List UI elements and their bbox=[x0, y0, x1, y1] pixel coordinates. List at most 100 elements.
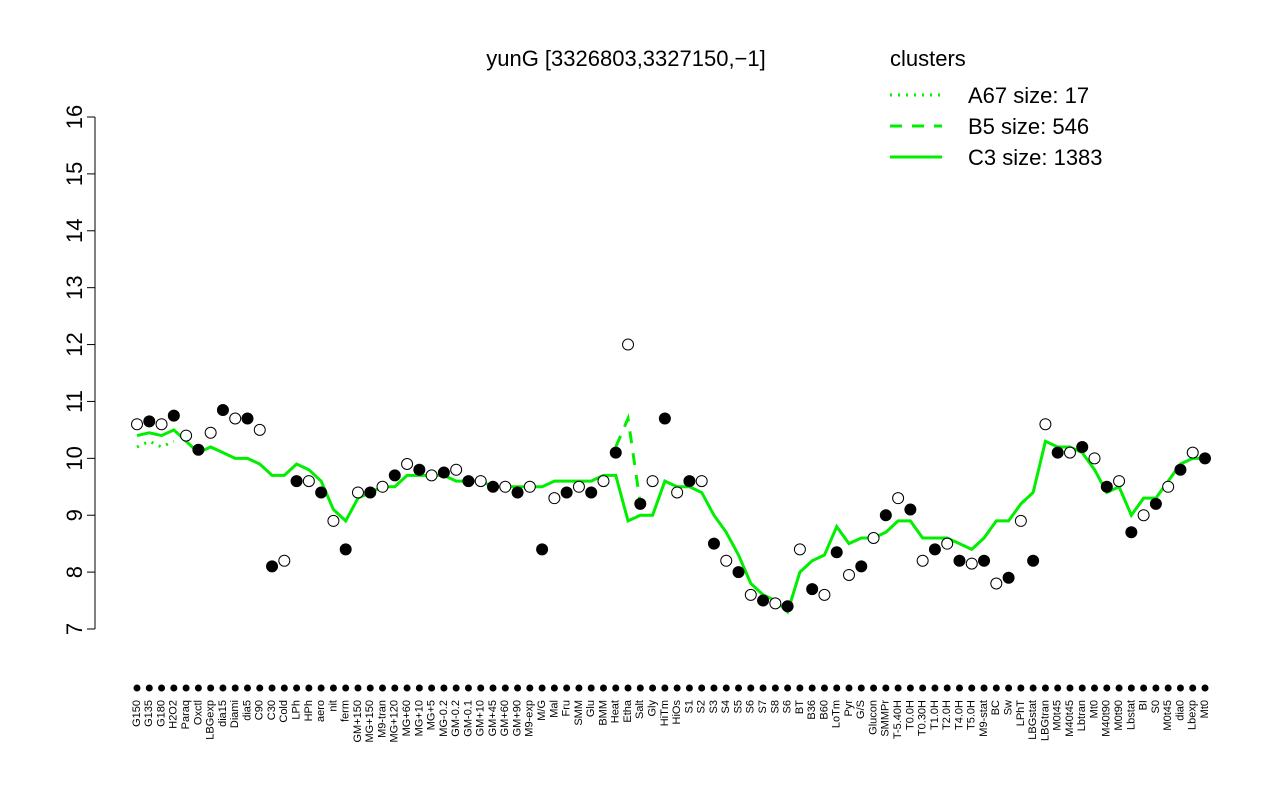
data-point bbox=[1174, 463, 1187, 476]
x-tick-label: C90 bbox=[254, 700, 266, 720]
x-tick-label: S1 bbox=[683, 700, 695, 713]
data-point bbox=[1063, 446, 1076, 459]
data-point bbox=[266, 560, 279, 573]
category-marker bbox=[477, 684, 485, 692]
category-marker bbox=[612, 684, 620, 692]
category-marker bbox=[391, 684, 399, 692]
data-point bbox=[302, 475, 315, 488]
x-tick-label: S3 bbox=[708, 700, 720, 713]
x-tick-label: GM+10 bbox=[475, 700, 487, 736]
data-point bbox=[192, 443, 205, 456]
legend-label: A67 size: 17 bbox=[968, 83, 1089, 108]
data-point bbox=[609, 446, 622, 459]
data-point bbox=[204, 426, 217, 439]
cluster-line bbox=[136, 439, 175, 449]
category-marker bbox=[329, 684, 337, 692]
x-tick-label: MG+5 bbox=[426, 700, 438, 730]
category-marker bbox=[415, 684, 423, 692]
data-point bbox=[229, 412, 242, 425]
data-point bbox=[1162, 480, 1175, 493]
category-marker bbox=[587, 684, 595, 692]
data-point bbox=[671, 486, 684, 499]
data-point bbox=[744, 588, 757, 601]
data-point bbox=[155, 418, 168, 431]
cluster-line bbox=[614, 413, 654, 507]
category-marker bbox=[624, 684, 632, 692]
data-point bbox=[757, 594, 770, 607]
category-marker bbox=[231, 684, 239, 692]
category-marker bbox=[1078, 684, 1086, 692]
y-tick-label: 10 bbox=[62, 446, 87, 470]
category-marker bbox=[452, 684, 460, 692]
x-tick-label: Lbtran bbox=[1076, 700, 1088, 731]
x-tick-label: BI bbox=[1138, 700, 1150, 710]
x-tick-label: Cold bbox=[278, 700, 290, 723]
data-point bbox=[1113, 475, 1126, 488]
category-marker bbox=[1005, 684, 1013, 692]
data-point bbox=[1137, 509, 1150, 522]
y-tick-label: 12 bbox=[62, 332, 87, 356]
data-point bbox=[1014, 514, 1027, 527]
category-marker bbox=[366, 684, 374, 692]
y-tick-label: 13 bbox=[62, 275, 87, 299]
x-tick-label: Glucon bbox=[867, 700, 879, 735]
category-marker bbox=[563, 684, 571, 692]
x-tick-label: T4.0H bbox=[953, 700, 965, 730]
data-point bbox=[1149, 497, 1162, 510]
data-point bbox=[167, 409, 180, 422]
data-point bbox=[290, 475, 303, 488]
x-tick-label: S5 bbox=[732, 700, 744, 713]
category-marker bbox=[133, 684, 141, 692]
category-marker bbox=[575, 684, 583, 692]
data-point bbox=[450, 463, 463, 476]
x-tick-label: HiOs bbox=[671, 700, 683, 725]
x-tick-label: aero bbox=[315, 700, 327, 722]
x-tick-label: MG+120 bbox=[389, 700, 401, 743]
category-marker bbox=[145, 684, 153, 692]
data-point bbox=[707, 537, 720, 550]
x-tick-label: B36 bbox=[806, 700, 818, 720]
category-marker bbox=[992, 684, 1000, 692]
category-marker bbox=[219, 684, 227, 692]
category-marker bbox=[771, 684, 779, 692]
category-marker bbox=[1164, 684, 1172, 692]
category-marker bbox=[526, 684, 534, 692]
category-marker bbox=[636, 684, 644, 692]
x-tick-label: Paraq bbox=[180, 700, 192, 729]
data-point bbox=[806, 583, 819, 596]
data-point bbox=[523, 480, 536, 493]
data-point bbox=[879, 509, 892, 522]
category-marker bbox=[317, 684, 325, 692]
x-tick-label: GM+90 bbox=[511, 700, 523, 736]
data-point bbox=[499, 480, 512, 493]
x-tick-label: Lbexp bbox=[1187, 700, 1199, 730]
category-marker bbox=[550, 684, 558, 692]
x-tick-label: dia15 bbox=[217, 700, 229, 727]
x-tick-label: T1.0H bbox=[929, 700, 941, 730]
x-tick-label: MG+60 bbox=[401, 700, 413, 736]
category-marker bbox=[464, 684, 472, 692]
category-marker bbox=[305, 684, 313, 692]
category-marker bbox=[845, 684, 853, 692]
x-tick-label: M9-stat bbox=[978, 700, 990, 737]
category-marker bbox=[710, 684, 718, 692]
category-marker bbox=[1189, 684, 1197, 692]
category-marker bbox=[1029, 684, 1037, 692]
data-point bbox=[131, 418, 143, 431]
x-tick-label: MG+10 bbox=[413, 700, 425, 736]
data-point bbox=[560, 486, 573, 499]
data-point bbox=[1076, 440, 1089, 453]
category-marker bbox=[268, 684, 276, 692]
x-tick-label: BC bbox=[990, 700, 1002, 715]
data-point bbox=[769, 597, 782, 610]
x-tick-label: Pyr bbox=[843, 700, 855, 717]
data-point bbox=[437, 466, 450, 479]
x-tick-label: BT bbox=[794, 700, 806, 714]
x-tick-label: S6 bbox=[745, 700, 757, 713]
data-point bbox=[634, 497, 647, 510]
x-tick-label: Mt0 bbox=[1088, 700, 1100, 718]
category-marker bbox=[747, 684, 755, 692]
x-tick-label: T2.0H bbox=[941, 700, 953, 730]
category-marker bbox=[857, 684, 865, 692]
